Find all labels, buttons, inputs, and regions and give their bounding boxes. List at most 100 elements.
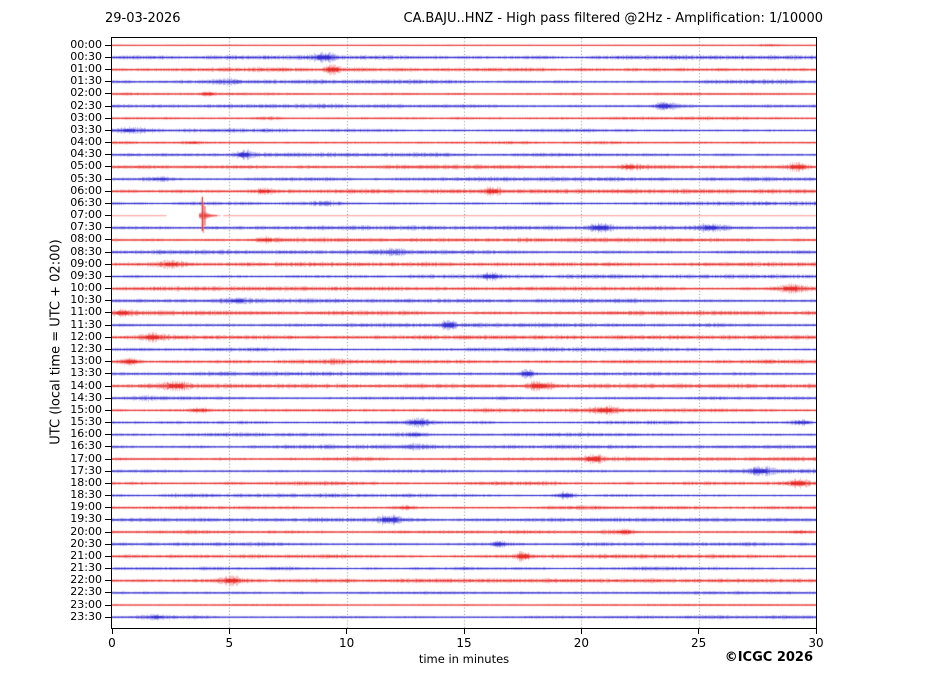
row-tick-mark <box>105 592 111 594</box>
row-tick-mark <box>105 446 111 448</box>
row-label: 12:30 <box>70 342 102 355</box>
x-tick-mark <box>346 629 348 634</box>
row-tick-mark <box>105 202 111 204</box>
x-tick-mark <box>815 629 817 634</box>
x-tick-mark <box>463 629 465 634</box>
row-tick-mark <box>105 69 111 71</box>
row-label: 18:00 <box>70 475 102 489</box>
plot-area <box>110 36 817 629</box>
plot-title: CA.BAJU..HNZ - High pass filtered @2Hz -… <box>403 11 824 26</box>
row-label: 00:30 <box>70 49 102 63</box>
row-label: 11:30 <box>70 317 102 331</box>
row-tick-mark <box>105 215 111 217</box>
row-tick-mark <box>105 458 111 460</box>
row-tick-mark <box>105 251 111 253</box>
row-tick-mark <box>105 275 111 277</box>
row-tick-mark <box>105 434 111 436</box>
row-label: 23:00 <box>70 597 102 611</box>
row-label: 21:00 <box>70 548 102 562</box>
row-tick-mark <box>105 580 111 582</box>
row-tick-mark <box>105 361 111 363</box>
row-tick-mark <box>105 531 111 533</box>
row-label: 08:30 <box>70 244 102 258</box>
row-label: 07:30 <box>70 220 102 234</box>
row-tick-mark <box>105 336 111 338</box>
x-axis-label: time in minutes <box>418 652 510 666</box>
row-label: 04:00 <box>70 135 102 149</box>
row-label: 01:30 <box>70 74 102 88</box>
row-tick-mark <box>105 190 111 192</box>
x-tick-mark <box>580 629 582 634</box>
row-tick-mark <box>105 568 111 570</box>
row-tick-mark <box>105 166 111 168</box>
row-tick-mark <box>105 263 111 265</box>
row-label: 17:30 <box>70 463 102 477</box>
x-tick-mark <box>228 629 230 634</box>
row-label: 19:30 <box>70 512 102 526</box>
row-tick-mark <box>105 482 111 484</box>
row-label: 18:30 <box>70 488 102 502</box>
row-tick-mark <box>105 154 111 156</box>
x-tick-label: 30 <box>808 636 824 650</box>
x-tick-label: 25 <box>691 636 707 650</box>
row-label: 10:30 <box>70 293 102 307</box>
row-tick-mark <box>105 178 111 180</box>
row-tick-mark <box>105 93 111 95</box>
x-tick-label: 20 <box>573 636 589 650</box>
row-label: 05:00 <box>70 159 102 173</box>
x-tick-label: 5 <box>225 636 234 650</box>
row-label: 20:00 <box>70 524 102 538</box>
row-tick-mark <box>105 56 111 58</box>
row-tick-mark <box>105 239 111 241</box>
row-label: 02:30 <box>70 98 102 112</box>
row-label: 15:00 <box>70 402 102 416</box>
row-label: 04:30 <box>70 147 102 161</box>
row-tick-mark <box>105 422 111 423</box>
row-tick-mark <box>105 129 111 131</box>
row-label: 16:30 <box>70 439 102 453</box>
row-label: 00:00 <box>70 37 102 51</box>
row-label: 02:00 <box>70 86 102 100</box>
row-tick-mark <box>105 227 111 229</box>
row-label: 16:00 <box>70 427 102 441</box>
row-tick-mark <box>105 397 111 399</box>
x-tick-label: 0 <box>108 636 116 650</box>
row-tick-mark <box>105 44 111 46</box>
x-tick-mark <box>111 629 113 634</box>
row-tick-mark <box>105 349 111 350</box>
row-label: 22:00 <box>70 573 102 587</box>
row-label: 03:00 <box>70 110 102 124</box>
row-label: 21:30 <box>70 561 102 575</box>
row-label: 15:30 <box>70 415 102 428</box>
row-label: 13:30 <box>70 366 102 380</box>
row-tick-mark <box>105 324 111 326</box>
row-tick-mark <box>105 519 111 521</box>
x-tick-mark <box>698 629 700 634</box>
row-tick-mark <box>105 409 111 411</box>
plot-date: 29-03-2026 <box>105 11 181 26</box>
row-label: 13:00 <box>70 354 102 368</box>
row-label: 19:00 <box>70 500 102 514</box>
row-label: 12:00 <box>70 329 102 343</box>
row-label: 10:00 <box>70 281 102 295</box>
row-tick-mark <box>105 288 111 290</box>
row-label: 17:00 <box>70 451 102 465</box>
row-tick-mark <box>105 142 111 144</box>
row-tick-mark <box>105 105 111 107</box>
row-label: 03:30 <box>70 122 102 136</box>
row-label: 05:30 <box>70 171 102 185</box>
copyright: ©ICGC 2026 <box>724 650 813 665</box>
row-label: 09:30 <box>70 268 102 282</box>
row-label: 14:30 <box>70 390 102 404</box>
row-tick-mark <box>105 495 111 497</box>
row-tick-mark <box>105 117 111 119</box>
row-tick-mark <box>105 300 111 302</box>
row-label: 23:30 <box>70 609 102 623</box>
row-tick-mark <box>105 616 111 618</box>
row-label: 06:00 <box>70 183 102 197</box>
x-tick-label: 10 <box>339 636 355 650</box>
row-label: 14:00 <box>70 378 102 392</box>
row-tick-mark <box>105 555 111 557</box>
row-label: 09:00 <box>70 256 102 270</box>
